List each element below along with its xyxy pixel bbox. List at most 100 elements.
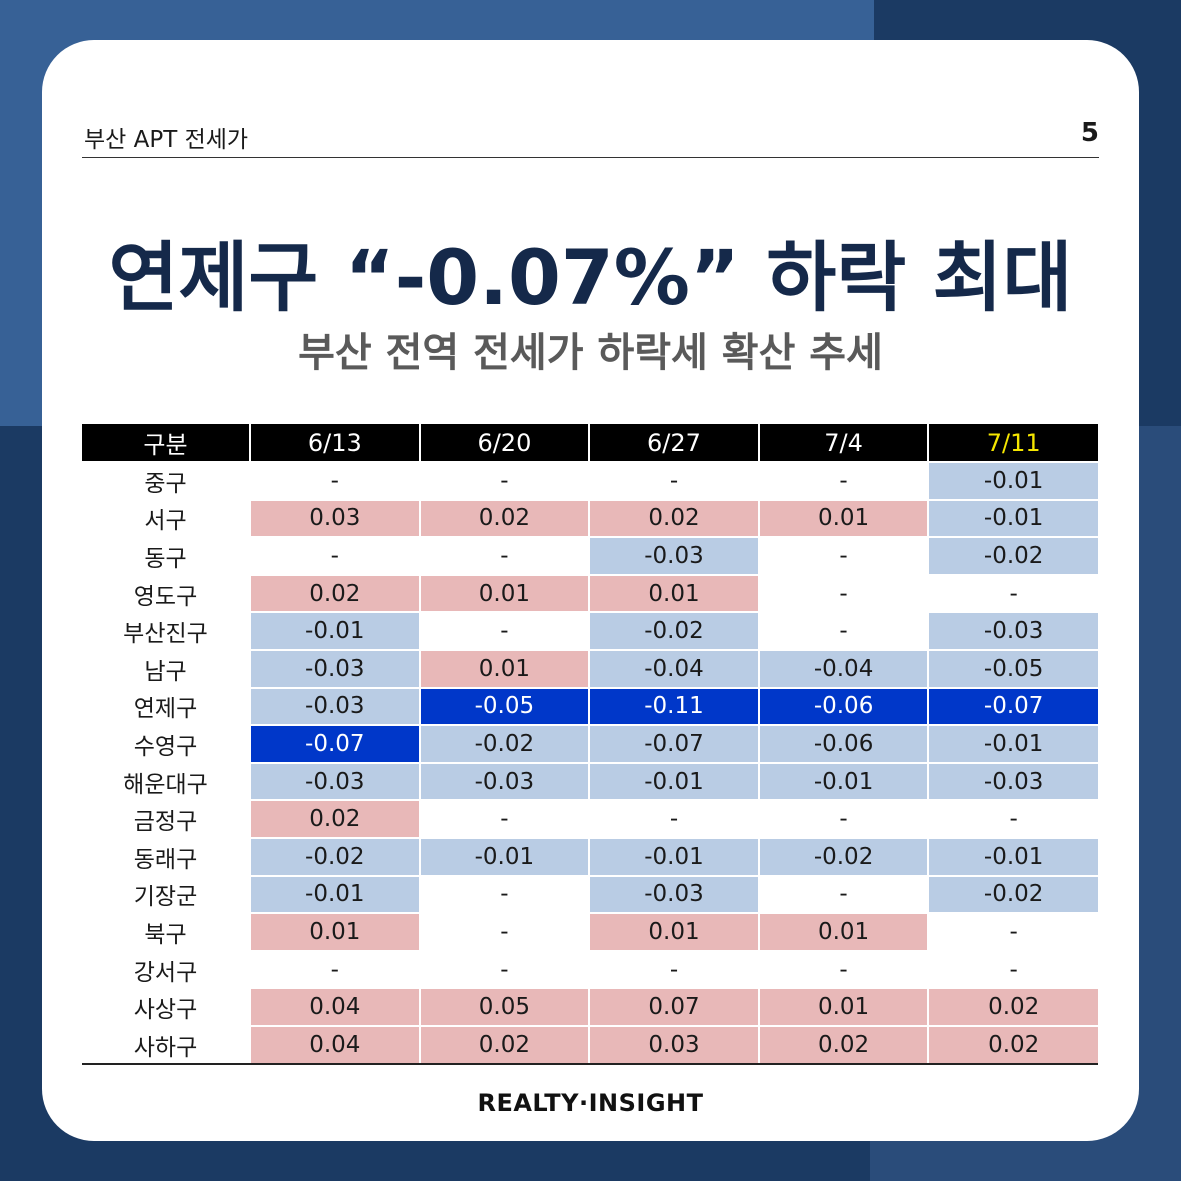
section-label: 부산 APT 전세가 bbox=[84, 127, 249, 153]
district-label: 동래구 bbox=[82, 836, 250, 876]
change-value-cell: 0.03 bbox=[249, 498, 420, 538]
change-value-cell: - bbox=[418, 611, 590, 650]
table-row: 사하구 0.04 0.02 0.03 0.02 0.02 bbox=[82, 1024, 1098, 1065]
change-value-cell: -0.02 bbox=[757, 836, 929, 876]
page-title: 연제구 “-0.07%” 하락 최대 bbox=[108, 233, 1073, 322]
change-value-cell: 0.01 bbox=[757, 912, 929, 951]
change-value-cell: -0.03 bbox=[588, 536, 759, 575]
change-value-cell: - bbox=[757, 573, 929, 613]
change-value-cell: -0.03 bbox=[418, 761, 590, 801]
table-header-row: 구분 6/13 6/20 6/27 7/4 7/11 bbox=[82, 424, 1098, 462]
column-header-date: 6/13 bbox=[249, 424, 420, 462]
district-label: 기장군 bbox=[82, 874, 250, 914]
change-value-cell: - bbox=[249, 536, 420, 575]
change-value-cell: - bbox=[927, 949, 1098, 989]
change-value-cell: - bbox=[418, 799, 590, 838]
change-value-cell: -0.02 bbox=[927, 536, 1098, 575]
change-value-cell: 0.01 bbox=[588, 573, 759, 613]
change-value-cell: -0.07 bbox=[588, 724, 759, 763]
change-value-cell: - bbox=[588, 799, 759, 838]
change-value-cell: -0.06 bbox=[757, 724, 929, 763]
change-value-cell: 0.05 bbox=[418, 987, 590, 1026]
district-label: 수영구 bbox=[82, 724, 250, 763]
change-value-cell: -0.01 bbox=[757, 761, 929, 801]
change-value-cell: - bbox=[418, 949, 590, 989]
district-label: 영도구 bbox=[82, 573, 250, 613]
table-row: 금정구 0.02- - - - bbox=[82, 799, 1098, 838]
column-header-label: 구분 bbox=[82, 424, 250, 462]
table-row: 영도구 0.02 0.01 0.01- - bbox=[82, 573, 1098, 613]
change-value-cell: -0.02 bbox=[588, 611, 759, 650]
table-row: 사상구 0.04 0.05 0.07 0.01 0.02 bbox=[82, 987, 1098, 1026]
change-value-cell: 0.04 bbox=[249, 1024, 420, 1065]
change-value-cell: -0.01 bbox=[249, 611, 420, 650]
header-divider bbox=[82, 157, 1099, 158]
table-row: 연제구 -0.03 -0.05 -0.11 -0.06 -0.07 bbox=[82, 686, 1098, 726]
change-value-cell: - bbox=[757, 536, 929, 575]
change-value-cell: 0.02 bbox=[418, 1024, 590, 1065]
district-label: 중구 bbox=[82, 461, 250, 500]
change-value-cell: 0.01 bbox=[588, 912, 759, 951]
table-row: 부산진구 -0.01- -0.02- -0.03 bbox=[82, 611, 1098, 650]
change-value-cell: 0.02 bbox=[927, 1024, 1098, 1065]
change-value-cell: - bbox=[588, 949, 759, 989]
change-value-cell: 0.01 bbox=[249, 912, 420, 951]
brand-footer: REALTY·INSIGHT bbox=[477, 1089, 704, 1117]
change-value-cell: -0.05 bbox=[418, 686, 590, 726]
change-value-cell: -0.01 bbox=[249, 874, 420, 914]
table-row: 수영구 -0.07 -0.02 -0.07 -0.06 -0.01 bbox=[82, 724, 1098, 763]
change-value-cell: 0.03 bbox=[588, 1024, 759, 1065]
change-value-cell: - bbox=[927, 799, 1098, 838]
district-label: 남구 bbox=[82, 648, 250, 688]
change-value-cell: -0.03 bbox=[249, 648, 420, 688]
change-value-cell: - bbox=[588, 461, 759, 500]
change-value-cell: 0.01 bbox=[757, 987, 929, 1026]
change-value-cell: - bbox=[757, 461, 929, 500]
change-value-cell: - bbox=[757, 949, 929, 989]
table-row: 동래구 -0.02 -0.01 -0.01 -0.02 -0.01 bbox=[82, 836, 1098, 876]
change-value-cell: 0.02 bbox=[927, 987, 1098, 1026]
change-value-cell: -0.03 bbox=[588, 874, 759, 914]
district-label: 동구 bbox=[82, 536, 250, 575]
district-label: 연제구 bbox=[82, 686, 250, 726]
change-value-cell: 0.02 bbox=[249, 799, 420, 838]
district-label: 북구 bbox=[82, 912, 250, 951]
change-value-cell: -0.01 bbox=[588, 761, 759, 801]
district-label: 부산진구 bbox=[82, 611, 250, 650]
change-value-cell: -0.02 bbox=[418, 724, 590, 763]
change-value-cell: 0.02 bbox=[757, 1024, 929, 1065]
content-card: 부산 APT 전세가 5 연제구 “-0.07%” 하락 최대 부산 전역 전세… bbox=[42, 40, 1139, 1141]
column-header-date: 7/4 bbox=[757, 424, 929, 462]
change-value-cell: - bbox=[418, 874, 590, 914]
change-value-cell: 0.02 bbox=[418, 498, 590, 538]
table-row: 해운대구 -0.03 -0.03 -0.01 -0.01 -0.03 bbox=[82, 761, 1098, 801]
change-value-cell: 0.04 bbox=[249, 987, 420, 1026]
change-value-cell: - bbox=[418, 461, 590, 500]
change-value-cell: -0.11 bbox=[588, 686, 759, 726]
change-value-cell: 0.02 bbox=[588, 498, 759, 538]
change-value-cell: -0.04 bbox=[588, 648, 759, 688]
change-value-cell: 0.07 bbox=[588, 987, 759, 1026]
change-value-cell: - bbox=[757, 874, 929, 914]
page-number: 5 bbox=[1080, 118, 1099, 148]
column-header-date: 7/11 bbox=[927, 424, 1098, 462]
table-body: 중구 - - - - -0.01 서구 0.03 0.02 0.02 0.01 -0.01 동구 - - -0… bbox=[82, 461, 1098, 1065]
change-value-cell: - bbox=[927, 912, 1098, 951]
page-subtitle: 부산 전역 전세가 하락세 확산 추세 bbox=[298, 330, 883, 376]
change-value-cell: - bbox=[249, 949, 420, 989]
rent-change-table: 구분 6/13 6/20 6/27 7/4 7/11 중구 - - - - -0.01 서구 0.03 0… bbox=[82, 424, 1098, 1065]
table-row: 기장군 -0.01- -0.03- -0.02 bbox=[82, 874, 1098, 914]
district-label: 사상구 bbox=[82, 987, 250, 1026]
change-value-cell: - bbox=[757, 611, 929, 650]
change-value-cell: -0.01 bbox=[927, 498, 1098, 538]
change-value-cell: 0.02 bbox=[249, 573, 420, 613]
change-value-cell: -0.07 bbox=[927, 686, 1098, 726]
change-value-cell: -0.01 bbox=[927, 836, 1098, 876]
change-value-cell: - bbox=[418, 912, 590, 951]
table-row: 남구 -0.03 0.01 -0.04 -0.04 -0.05 bbox=[82, 648, 1098, 688]
change-value-cell: 0.01 bbox=[418, 573, 590, 613]
change-value-cell: - bbox=[418, 536, 590, 575]
table-row: 강서구 - - - - - bbox=[82, 949, 1098, 989]
change-value-cell: -0.02 bbox=[249, 836, 420, 876]
table-row: 중구 - - - - -0.01 bbox=[82, 461, 1098, 500]
